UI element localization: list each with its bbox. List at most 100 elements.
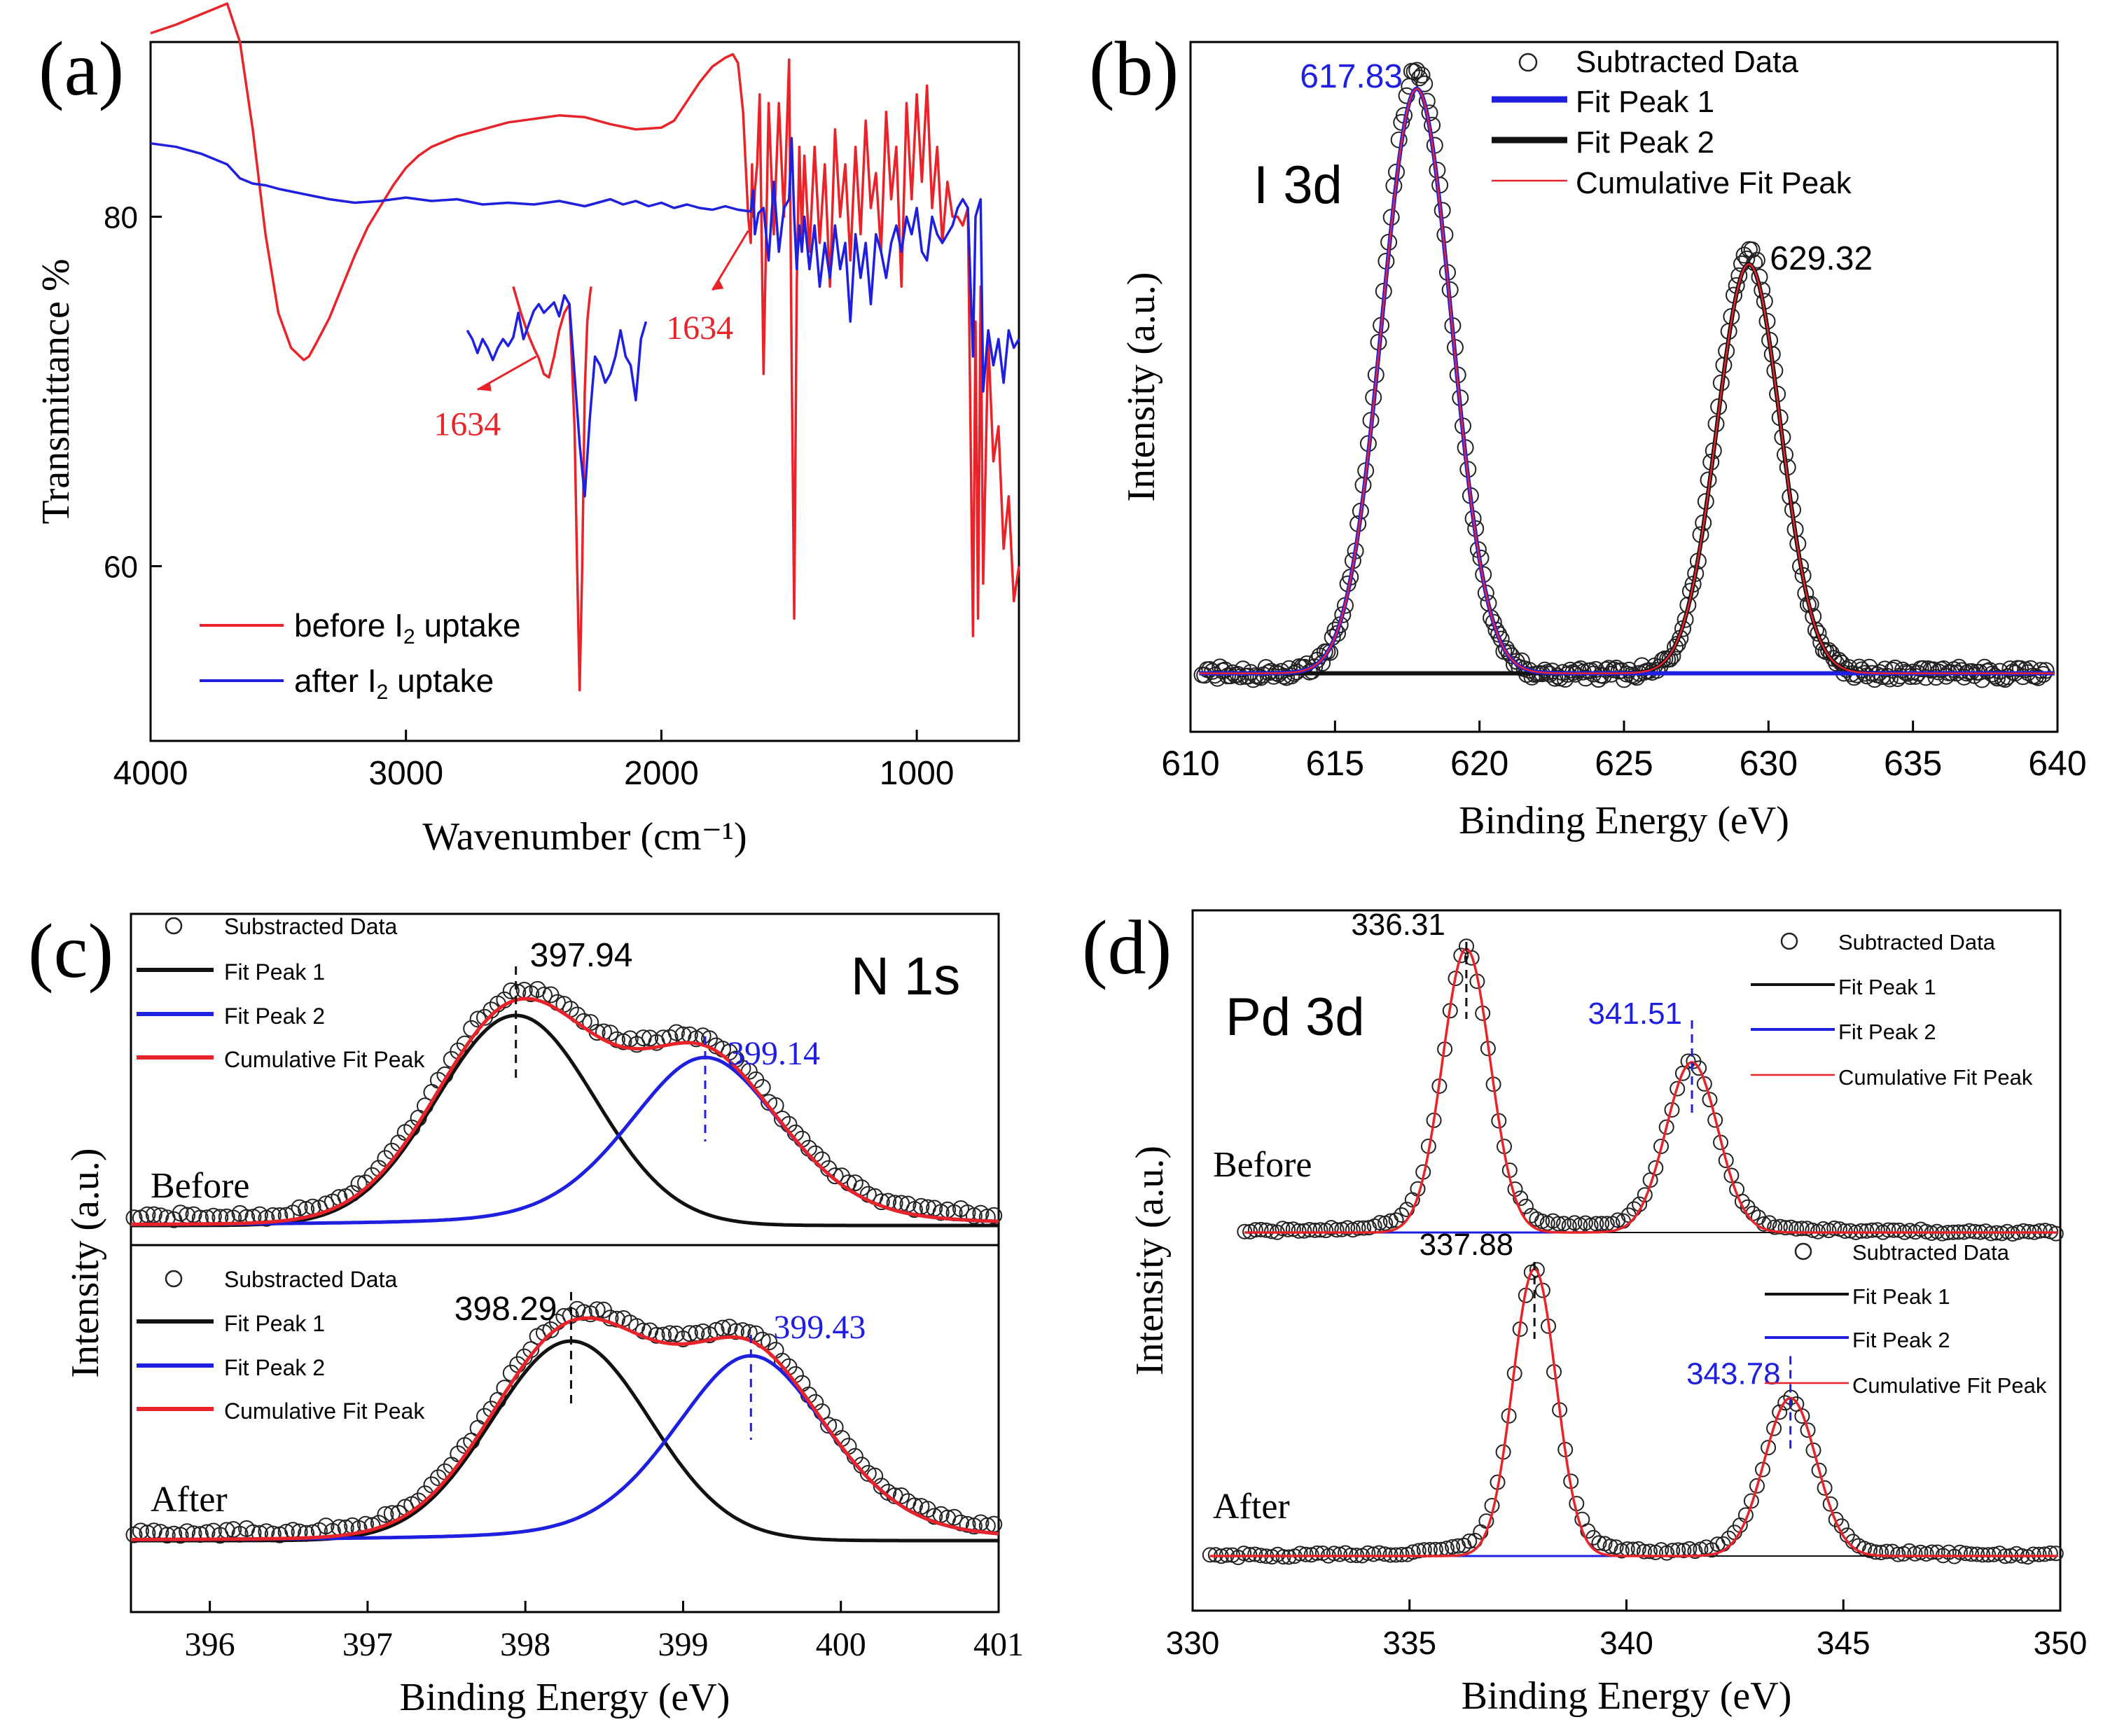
panel-d-peak1-label: 336.31 xyxy=(1351,908,1445,942)
panel-c-legend-item: Cumulative Fit Peak xyxy=(224,1398,425,1424)
panel-d-data-marker xyxy=(1594,1216,1610,1232)
panel-c-peak2-label: 399.14 xyxy=(728,1035,820,1072)
panel-c-data-marker xyxy=(139,1206,156,1223)
panel-c-legend-marker xyxy=(165,917,183,935)
panel-d-xtick-label: 345 xyxy=(1817,1625,1871,1661)
panel-d-data-marker xyxy=(1478,1513,1494,1529)
panel-d-data-marker xyxy=(1789,1221,1805,1237)
panel-d-data-marker xyxy=(1610,1212,1626,1228)
panel-c-legend-marker xyxy=(165,1270,183,1288)
panel-b-xlabel: Binding Energy (eV) xyxy=(1459,799,1789,842)
panel-c-data-marker xyxy=(377,1506,394,1523)
panel-d-data-marker xyxy=(1811,1462,1827,1478)
panel-d-data-marker xyxy=(1793,1221,1810,1237)
panel-c-xlabel: Binding Energy (eV) xyxy=(400,1676,730,1719)
panel-d-peak1-label: 337.88 xyxy=(1420,1228,1514,1262)
panel-d-data-marker xyxy=(1665,1543,1681,1559)
panel-c-data-marker xyxy=(873,1478,890,1495)
panel-b-legend-item: Cumulative Fit Peak xyxy=(1576,166,1852,200)
panel-d-data-marker xyxy=(1275,1221,1291,1237)
panel-d-data-marker xyxy=(1986,1546,2002,1562)
panel-a: (a) 4000 3000 2000 1000 60 80 Wavenumber (cm⁻¹)… xyxy=(34,2,1020,859)
panel-a-series-red xyxy=(150,2,1020,638)
panel-d: (d) 330 335 340 345 350 Binding Energy (eV) Int… xyxy=(1082,905,2087,1718)
panel-d-data-marker xyxy=(1258,1222,1275,1238)
panel-d-data-marker xyxy=(1350,1220,1366,1236)
panel-c-xtick-label: 397 xyxy=(342,1626,393,1663)
panel-b-data-marker xyxy=(1398,87,1415,104)
panel-a-legend-after-main: after I xyxy=(294,662,377,699)
panel-a-ytick-label: 60 xyxy=(104,550,138,585)
panel-d-legend-item: Subtracted Data xyxy=(1852,1240,2010,1265)
panel-b-data-marker xyxy=(2032,662,2050,679)
panel-a-legend-before: before I2 uptake xyxy=(294,607,521,648)
panel-d-data-marker xyxy=(1462,1533,1478,1549)
figure-layer: (a) 4000 3000 2000 1000 60 80 Wavenumber (cm⁻¹)… xyxy=(28,2,2087,1719)
panel-b-xtick-label: 635 xyxy=(1884,744,1942,783)
panel-b-data-marker xyxy=(1986,667,2004,685)
panel-c-data-marker xyxy=(575,1304,592,1321)
panel-d-data-marker xyxy=(1962,1223,1978,1239)
panel-d-legend-item: Cumulative Fit Peak xyxy=(1838,1065,2033,1090)
panel-d-data-marker xyxy=(1464,950,1480,966)
panel-d-data-marker xyxy=(1772,1404,1788,1420)
panel-c-xtick-label: 401 xyxy=(973,1626,1024,1663)
panel-b-data-marker xyxy=(1408,62,1426,79)
panel-d-legend-item: Cumulative Fit Peak xyxy=(1852,1373,2047,1398)
panel-d-data-marker xyxy=(1837,1223,1853,1239)
panel-d-data-marker xyxy=(1767,1219,1783,1235)
panel-d-data-marker xyxy=(1292,1546,1308,1562)
panel-d-legend-item: Fit Peak 1 xyxy=(1852,1284,1950,1309)
panel-a-legend-before-sub: 2 xyxy=(403,625,415,648)
panel-d-xtick-label: 335 xyxy=(1382,1625,1436,1661)
panel-c-data-marker xyxy=(602,1025,619,1042)
panel-c-data-marker xyxy=(667,1024,685,1041)
panel-b-legend-item: Fit Peak 2 xyxy=(1576,125,1714,160)
panel-d-data-marker xyxy=(1366,1546,1382,1562)
panel-b-legend-item: Subtracted Data xyxy=(1576,45,1798,79)
panel-d-data-marker xyxy=(1360,1545,1376,1561)
panel-b-data-marker xyxy=(1653,651,1671,669)
panel-d-data-marker xyxy=(1761,1440,1777,1456)
panel-c-peak1-label: 398.29 xyxy=(454,1291,557,1328)
panel-d-data-marker xyxy=(1371,1545,1387,1561)
panel-a-annotation-1634-right: 1634 xyxy=(666,310,733,347)
panel-c-peak1-label: 397.94 xyxy=(530,937,633,974)
panel-c-frame xyxy=(130,912,1000,1613)
panel-d-data-marker xyxy=(1890,1546,1906,1562)
panel-d-data-marker xyxy=(1513,1190,1529,1207)
panel-c-legend-item: Fit Peak 2 xyxy=(224,1355,325,1380)
panel-d-legend-item: Fit Peak 1 xyxy=(1838,975,1936,999)
panel-d-legend-item: Subtracted Data xyxy=(1838,930,1996,954)
panel-d-data-marker xyxy=(1907,1546,1923,1562)
panel-d-cumulative-fit xyxy=(1209,1268,2058,1557)
panel-a-label: (a) xyxy=(39,26,124,111)
panel-b-data-marker xyxy=(1406,63,1423,81)
panel-d-data-marker xyxy=(1902,1223,1918,1239)
panel-d-data-marker xyxy=(1952,1544,1968,1560)
panel-c-data-marker xyxy=(602,1310,619,1327)
panel-b-ylabel: Intensity (a.u.) xyxy=(1120,272,1163,501)
panel-d-data-marker xyxy=(2042,1545,2058,1561)
panel-b-data-marker xyxy=(1743,241,1761,258)
panel-d-data-marker xyxy=(1529,1262,1545,1278)
panel-d-cumulative-fit xyxy=(1244,947,2058,1234)
panel-b-data-marker xyxy=(1989,669,2006,687)
panel-d-data-marker xyxy=(1332,1546,1347,1562)
panel-d-data-marker xyxy=(1356,1220,1372,1236)
panel-d-data-marker xyxy=(2036,1546,2053,1562)
panel-d-data-marker xyxy=(1879,1543,1895,1560)
panel-b-data-marker xyxy=(1413,67,1431,84)
panel-b-data-marker xyxy=(1562,661,1579,679)
panel-b-data-marker xyxy=(1814,641,1832,659)
panel-d-data-marker xyxy=(1377,1546,1393,1562)
panel-c-label: (c) xyxy=(28,908,113,994)
panel-b-legend-marker xyxy=(1518,53,1538,72)
panel-d-data-marker xyxy=(1312,1222,1328,1238)
panel-a-xtick-label: 2000 xyxy=(624,755,699,792)
panel-d-data-marker xyxy=(1805,1442,1821,1458)
panel-d-data-marker xyxy=(1307,1222,1323,1238)
panel-d-data-marker xyxy=(1453,947,1469,964)
panel-a-legend-after-sub: 2 xyxy=(377,681,389,704)
